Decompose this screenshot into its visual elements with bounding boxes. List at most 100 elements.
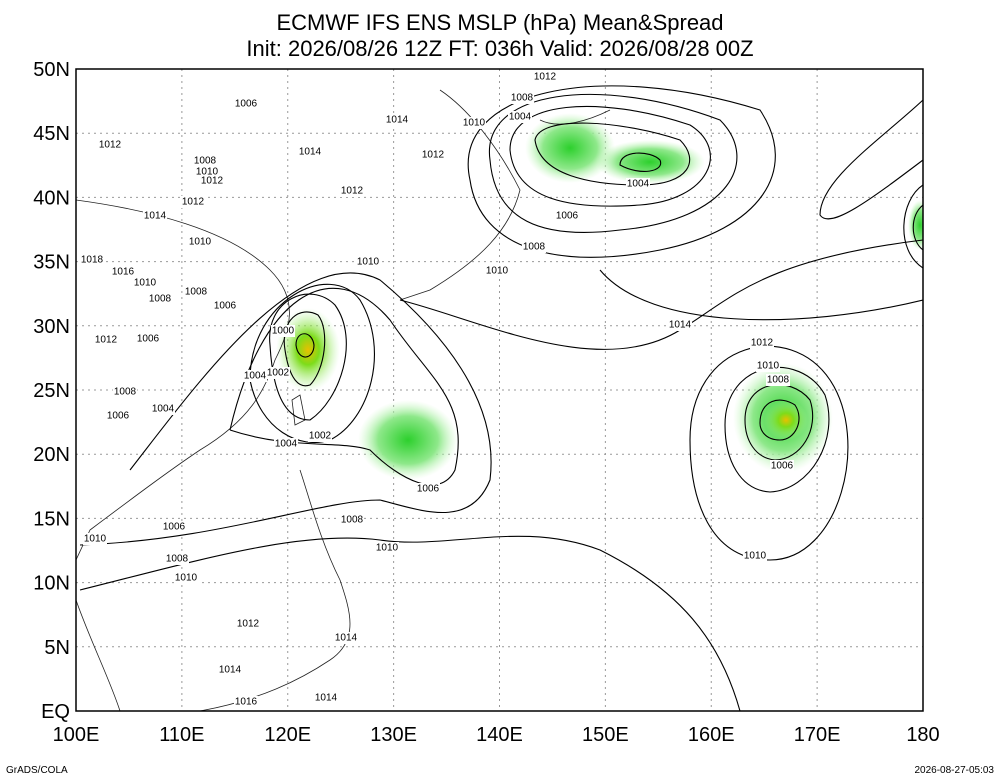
- contour-label: 1002: [267, 368, 290, 379]
- label-bg: [136, 333, 160, 345]
- contour-label: 1014: [335, 633, 358, 644]
- label-bg: [462, 117, 486, 129]
- contour-label: 1006: [771, 461, 794, 472]
- contour-label: 1010: [486, 266, 509, 277]
- label-bg: [271, 325, 295, 337]
- label-bg: [200, 175, 224, 187]
- contour-label: 1006: [556, 211, 579, 222]
- spread-shading: [525, 113, 615, 183]
- contour-label: 1008: [185, 287, 208, 298]
- label-bg: [266, 367, 290, 379]
- coastline: [291, 394, 306, 426]
- contour-label: 1006: [137, 334, 160, 345]
- contour-label: 1008: [767, 375, 790, 386]
- contour-label: 1012: [751, 338, 774, 349]
- label-bg: [236, 618, 260, 630]
- label-bg: [274, 438, 298, 450]
- label-bg: [375, 542, 399, 554]
- contour-label: 1006: [417, 484, 440, 495]
- isobar: [229, 287, 459, 486]
- isobar: [534, 122, 691, 186]
- label-bg: [555, 210, 579, 222]
- label-bg: [213, 300, 237, 312]
- isobar: [599, 269, 923, 321]
- lon-label: 100E: [53, 724, 100, 746]
- label-bg: [340, 185, 364, 197]
- lat-label: 30N: [33, 316, 70, 338]
- contour-label: 1004: [275, 439, 298, 450]
- contour-label: 1014: [669, 320, 692, 331]
- contour-label: 1012: [237, 619, 260, 630]
- lon-label: 150E: [582, 724, 629, 746]
- isobar: [249, 283, 375, 444]
- subtitle: Init: 2026/08/26 12Z FT: 036h Valid: 202…: [246, 36, 753, 61]
- label-bg: [766, 374, 790, 386]
- grid: [76, 69, 923, 711]
- coastline: [199, 469, 351, 711]
- footer-left: GrADS/COLA: [6, 765, 68, 776]
- contour-label: 1008: [194, 156, 217, 167]
- label-bg: [193, 155, 217, 167]
- contour-label: 1014: [144, 211, 167, 222]
- label-bg: [770, 460, 794, 472]
- contour-label: 1016: [112, 267, 135, 278]
- plot-frame: [75, 68, 924, 712]
- contour-label: 1006: [214, 301, 237, 312]
- contour-label: 1010: [463, 118, 486, 129]
- label-bg: [94, 334, 118, 346]
- label-bg: [165, 553, 189, 565]
- isobar: [819, 99, 923, 220]
- label-bg: [148, 293, 172, 305]
- isobar: [488, 93, 738, 233]
- isobar: [509, 105, 711, 207]
- contour-label: 1008: [341, 515, 364, 526]
- contour-label: 1006: [235, 99, 258, 110]
- lon-label: 160E: [688, 724, 735, 746]
- contour-label: 1010: [189, 237, 212, 248]
- label-bg: [218, 664, 242, 676]
- contour-label: 1010: [744, 551, 767, 562]
- label-bg: [111, 266, 135, 278]
- coastline: [399, 89, 521, 301]
- isobar: [399, 239, 923, 350]
- coastline: [539, 109, 611, 125]
- lon-label: 180: [906, 724, 939, 746]
- contour-label: 1004: [152, 404, 175, 415]
- isobar: [619, 152, 662, 172]
- isobar: [689, 345, 849, 561]
- label-bg: [533, 71, 557, 83]
- coastline: [76, 599, 121, 711]
- label-bg: [385, 114, 409, 126]
- contour-label: 1012: [99, 140, 122, 151]
- contour-label: 1008: [166, 554, 189, 565]
- label-bg: [243, 370, 267, 382]
- label-bg: [314, 692, 338, 704]
- contour-label: 1008: [149, 294, 172, 305]
- contour-label: 1014: [299, 147, 322, 158]
- lat-label: 15N: [33, 508, 70, 530]
- lat-label: 50N: [33, 59, 70, 81]
- isobar: [79, 535, 741, 711]
- spread-shading: [358, 400, 458, 480]
- lat-label: 25N: [33, 380, 70, 402]
- lat-label: EQ: [41, 701, 70, 723]
- contour-label: 1016: [235, 697, 258, 708]
- contour-label: 1014: [219, 665, 242, 676]
- lon-label: 120E: [264, 724, 311, 746]
- contour-label: 1006: [163, 522, 186, 533]
- label-bg: [113, 386, 137, 398]
- label-bg: [356, 256, 380, 268]
- spread-shading: [908, 200, 923, 250]
- spread-shading: [595, 140, 705, 184]
- lat-label: 35N: [33, 252, 70, 274]
- label-bg: [508, 111, 532, 123]
- label-bg: [234, 98, 258, 110]
- contour-label: 1010: [757, 361, 780, 372]
- label-bg: [188, 236, 212, 248]
- lon-label: 110E: [159, 724, 204, 746]
- lat-label: 10N: [33, 573, 70, 595]
- title: ECMWF IFS ENS MSLP (hPa) Mean&Spread: [276, 10, 723, 35]
- contour-label: 1012: [95, 335, 118, 346]
- spread-shading: [276, 308, 340, 392]
